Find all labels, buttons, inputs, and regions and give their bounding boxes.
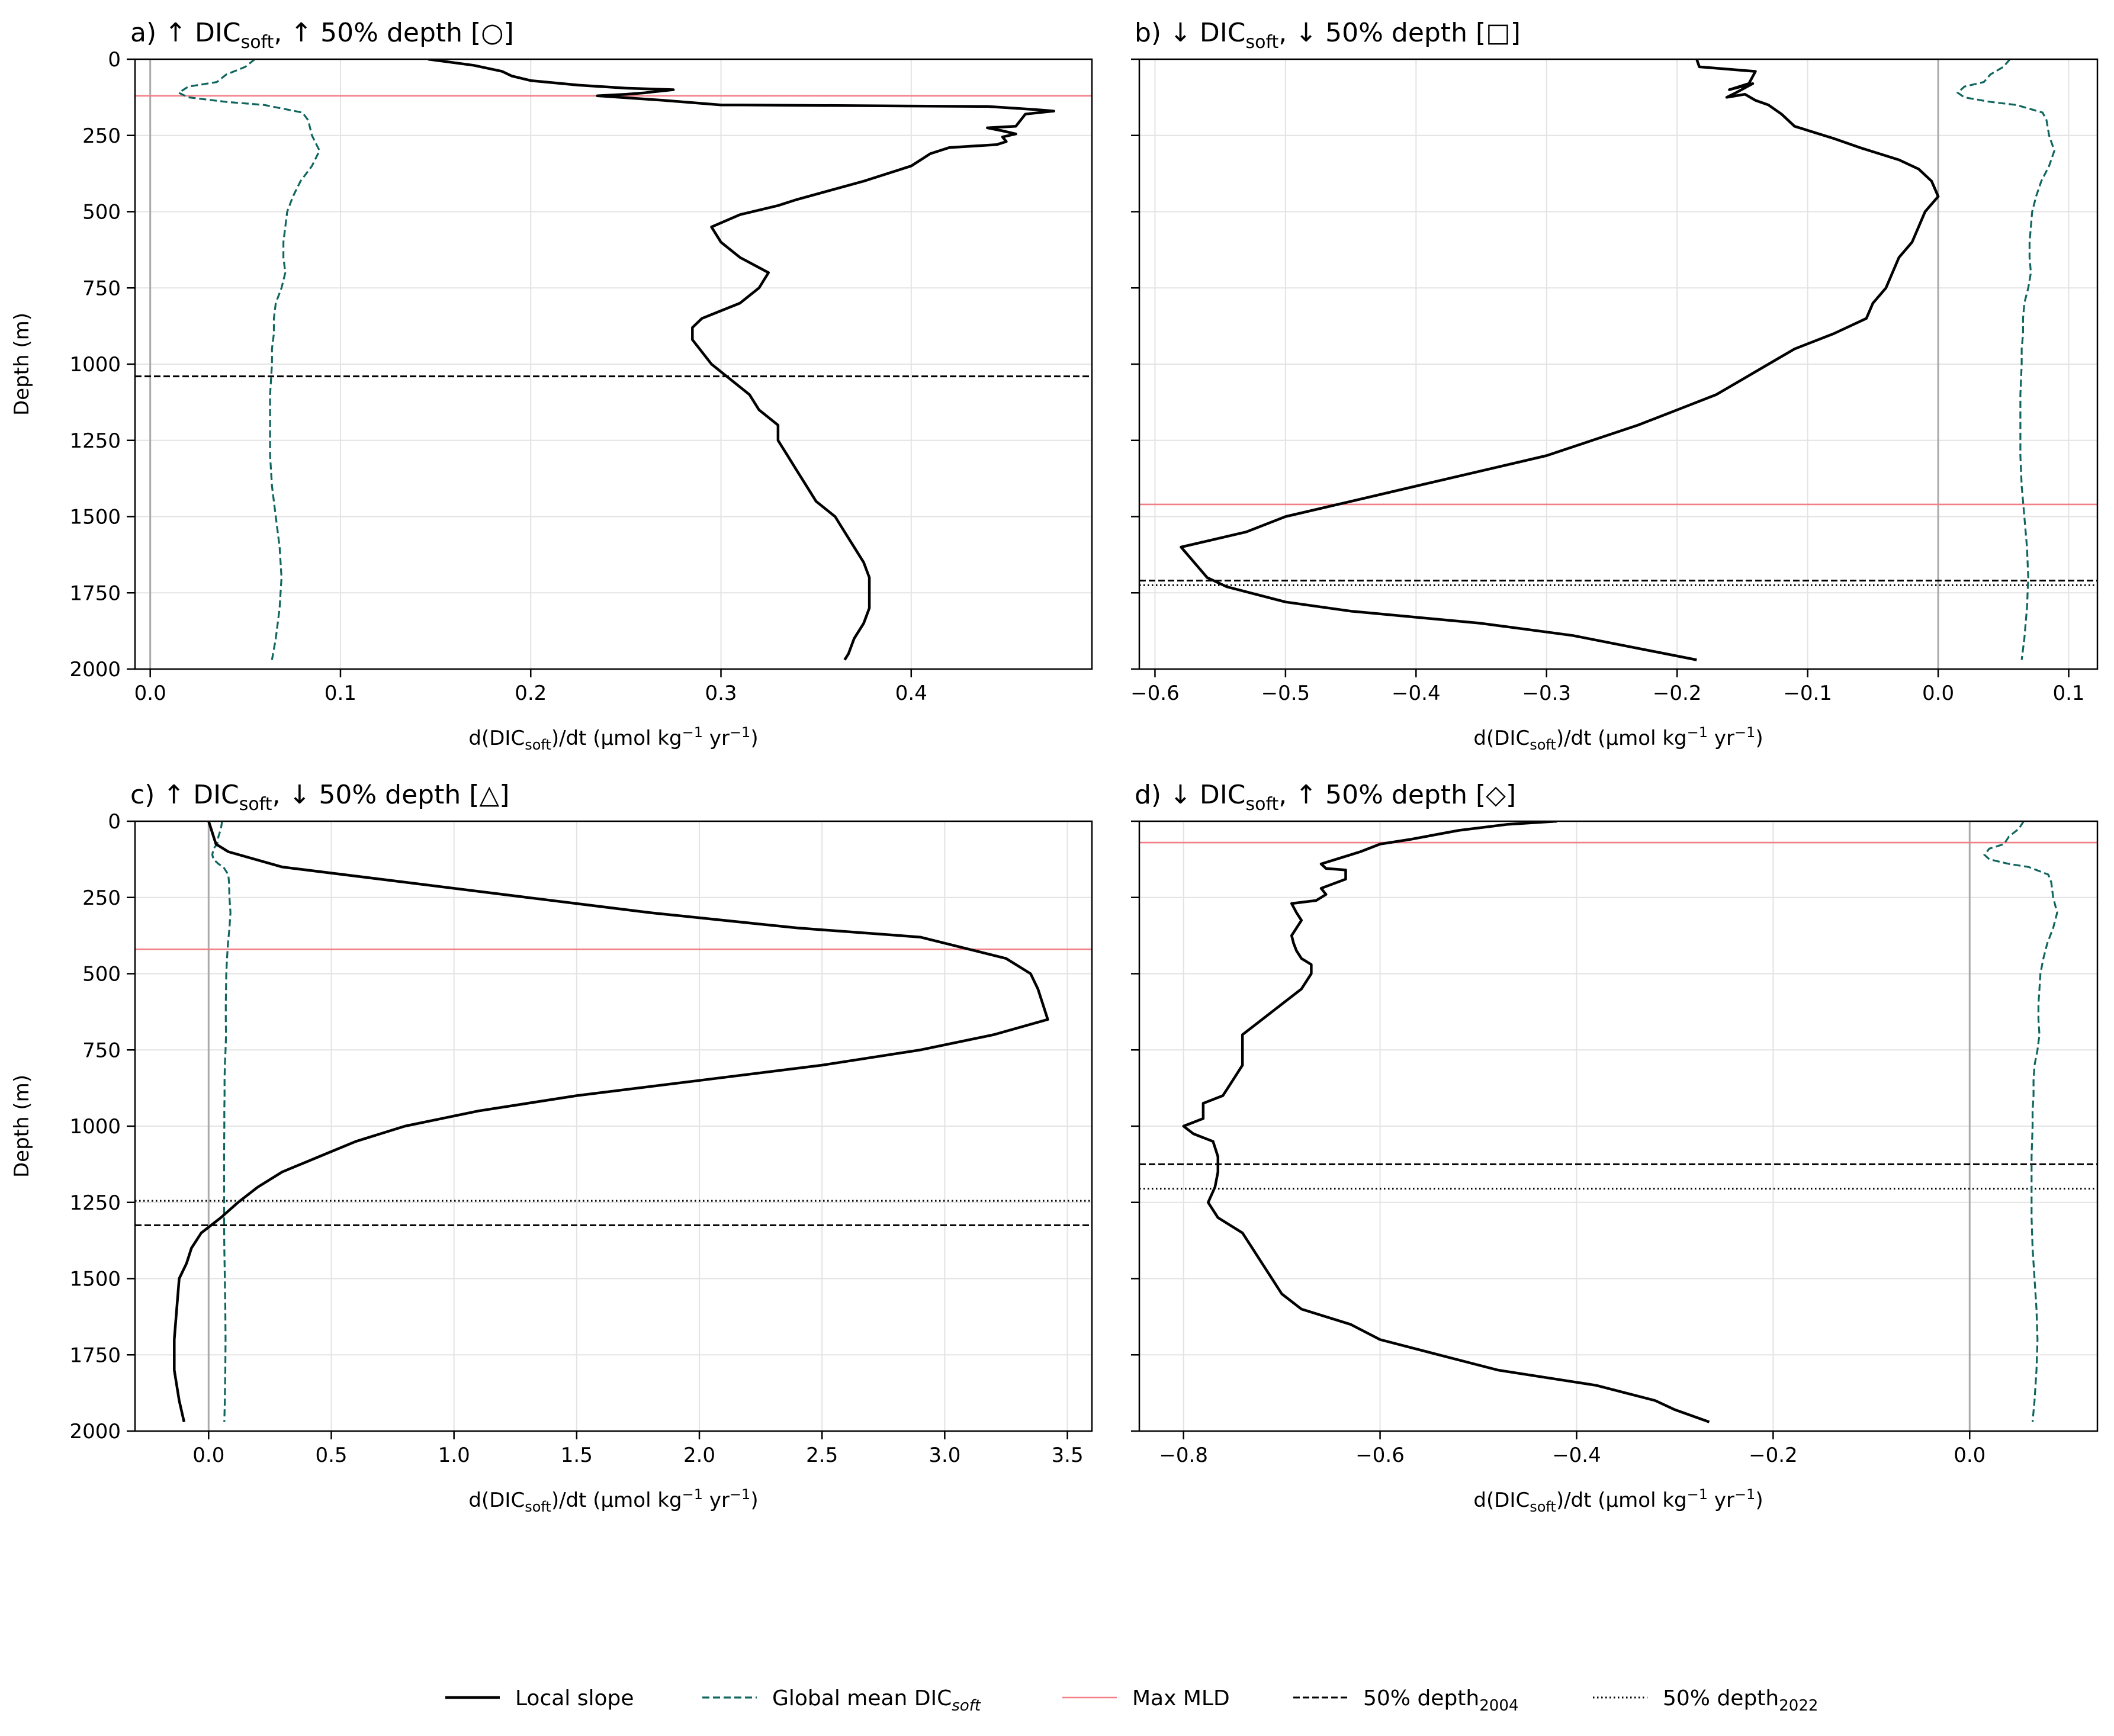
x-tick-label: 0.3: [705, 681, 737, 705]
y-tick-label: 500: [82, 963, 121, 986]
x-tick-label: 0.1: [2052, 681, 2084, 705]
legend-label: Global mean DICsoft: [772, 1686, 981, 1715]
legend-label: 50% depth2004: [1363, 1686, 1518, 1715]
x-tick-label: 0.0: [192, 1444, 224, 1467]
panel-d: −0.8 −0.6 −0.4 −0.2 0.0 d) ↓ DICsoft, ↑ 50% d…: [1131, 780, 2099, 1515]
x-tick-label: 0.0: [1954, 1444, 1986, 1467]
y-tick-label: 1750: [69, 1343, 121, 1367]
y-axis-label: Depth (m): [10, 313, 34, 416]
y-tick-label: 1250: [69, 1191, 121, 1215]
y-tick-label: 1000: [69, 1115, 121, 1139]
legend-item-d2022: 50% depth2022: [1593, 1686, 1818, 1715]
legend-item-local: Local slope: [445, 1686, 634, 1711]
y-tick-label: 1500: [69, 506, 121, 529]
x-axis-label: d(DICsoft)/dt (μmol kg−1 yr−1): [468, 1486, 758, 1515]
x-tick-label: 0.2: [515, 681, 547, 705]
panel-title: a) ↑ DICsoft, ↑ 50% depth [○]: [130, 18, 514, 53]
x-axis-label: d(DICsoft)/dt (μmol kg−1 yr−1): [1473, 1486, 1763, 1515]
y-tick-label: 0: [108, 48, 121, 72]
x-tick-label: 3.0: [929, 1444, 960, 1467]
x-tick-label: 0.5: [315, 1444, 347, 1467]
y-axis-label: Depth (m): [10, 1075, 34, 1178]
local-slope-line: [1180, 59, 1940, 661]
local-slope-line: [173, 821, 1049, 1423]
x-tick-label: −0.8: [1159, 1444, 1208, 1467]
y-tick-label: 0: [108, 810, 121, 834]
x-tick-label: −0.3: [1522, 681, 1571, 705]
y-tick-label: 1750: [69, 581, 121, 605]
x-tick-label: −0.4: [1552, 1444, 1601, 1467]
global-mean-line: [1983, 821, 2058, 1422]
y-tick-label: 1250: [69, 429, 121, 453]
y-tick-label: 250: [82, 886, 121, 910]
panel-b: −0.6 −0.5 −0.4 −0.3 −0.2 −0.1 0.0 0.1 b) ↓ DICso…: [1130, 18, 2099, 753]
x-tick-label: 0.0: [1922, 681, 1954, 705]
y-tick-label: 1000: [69, 353, 121, 377]
y-tick-label: 1500: [69, 1268, 121, 1291]
y-tick-label: 750: [82, 277, 121, 300]
panel-c: 0.0 0.5 1.0 1.5 2.0 2.5 3.0 3.5 0 250 500 750 1000 12…: [10, 780, 1093, 1515]
x-tick-label: −0.2: [1653, 681, 1702, 705]
x-tick-label: 1.5: [561, 1444, 593, 1467]
x-axis-label: d(DICsoft)/dt (μmol kg−1 yr−1): [1473, 724, 1763, 753]
panel-title: d) ↓ DICsoft, ↑ 50% depth [◇]: [1135, 780, 1516, 815]
x-tick-label: −0.2: [1749, 1444, 1798, 1467]
legend: Local slope Global mean DICsoft Max MLD 50%…: [445, 1686, 1818, 1715]
x-tick-label: 2.0: [683, 1444, 715, 1467]
x-tick-label: 0.0: [134, 681, 166, 705]
legend-item-global: Global mean DICsoft: [702, 1686, 981, 1715]
panel-title: b) ↓ DICsoft, ↓ 50% depth [□]: [1135, 18, 1521, 53]
legend-label: 50% depth2022: [1663, 1686, 1818, 1715]
x-axis-label: d(DICsoft)/dt (μmol kg−1 yr−1): [468, 724, 758, 753]
x-tick-label: −0.6: [1355, 1444, 1405, 1467]
panel-title: c) ↑ DICsoft, ↓ 50% depth [△]: [130, 780, 509, 815]
global-mean-line: [176, 59, 321, 660]
local-slope-line: [428, 59, 1055, 661]
x-tick-label: 1.0: [438, 1444, 470, 1467]
y-tick-label: 250: [82, 124, 121, 148]
x-tick-label: −0.1: [1783, 681, 1832, 705]
x-tick-label: 0.1: [325, 681, 356, 705]
y-tick-label: 500: [82, 201, 121, 224]
local-slope-line: [1182, 821, 1710, 1423]
x-tick-label: −0.4: [1392, 681, 1441, 705]
y-tick-label: 750: [82, 1039, 121, 1062]
x-tick-label: 0.4: [895, 681, 927, 705]
x-tick-label: 3.5: [1052, 1444, 1084, 1467]
legend-item-mld: Max MLD: [1062, 1686, 1230, 1711]
y-tick-label: 2000: [69, 1420, 121, 1444]
global-mean-line: [1956, 59, 2055, 660]
legend-item-d2004: 50% depth2004: [1293, 1686, 1518, 1715]
y-tick-label: 2000: [69, 658, 121, 681]
x-tick-label: −0.6: [1130, 681, 1180, 705]
legend-label: Max MLD: [1132, 1686, 1230, 1711]
x-tick-label: −0.5: [1261, 681, 1310, 705]
x-tick-label: 2.5: [806, 1444, 838, 1467]
legend-label: Local slope: [515, 1686, 634, 1711]
global-mean-line: [211, 821, 232, 1422]
panel-a: 0.0 0.1 0.2 0.3 0.4 0 250 500 750 1000 1250 1500 175…: [10, 18, 1093, 753]
